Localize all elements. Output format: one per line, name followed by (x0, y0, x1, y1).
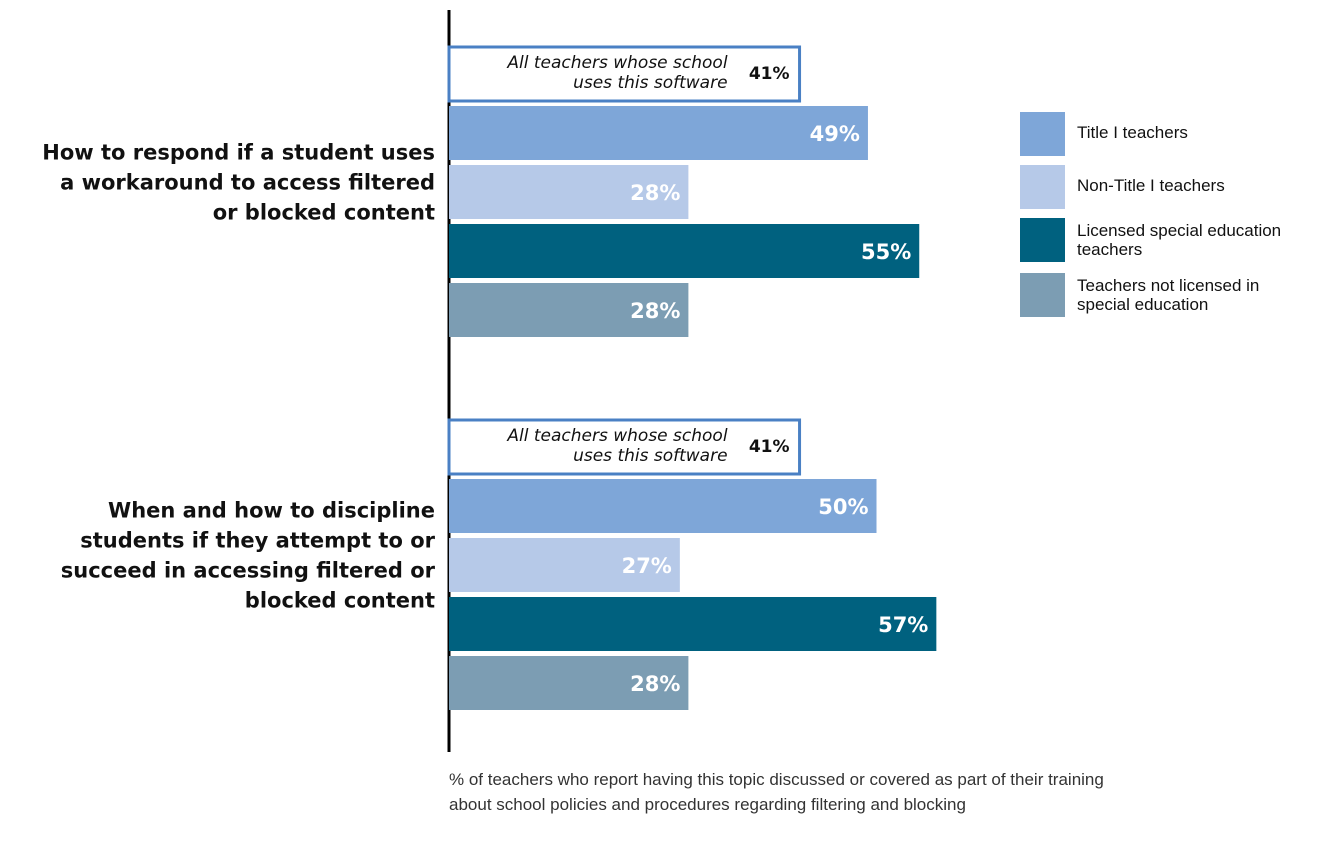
legend-swatch (1020, 218, 1065, 262)
bar-value-label: 28% (630, 672, 680, 696)
bar (449, 165, 689, 219)
bar (449, 283, 689, 337)
legend-label: Licensed special education (1077, 221, 1281, 240)
bar-value-label: 27% (622, 554, 672, 578)
category-label: succeed in accessing filtered or (61, 559, 436, 583)
category-label: a workaround to access filtered (60, 171, 435, 195)
legend-swatch (1020, 165, 1065, 209)
bar (449, 538, 680, 592)
overall-box-label: uses this software (573, 73, 727, 93)
overall-box-label: All teachers whose school (506, 53, 727, 73)
overall-box-label: All teachers whose school (506, 426, 727, 446)
bar-value-label: 49% (810, 122, 860, 146)
legend-swatch (1020, 112, 1065, 156)
overall-box (447, 418, 802, 476)
bar-value-label: 28% (630, 181, 680, 205)
bar-value-label: 57% (878, 613, 928, 637)
legend-swatch (1020, 273, 1065, 317)
bar (449, 224, 920, 278)
bar-value-label: 28% (630, 299, 680, 323)
category-label: blocked content (245, 589, 435, 613)
category-label: students if they attempt to or (80, 529, 435, 553)
overall-box (447, 45, 802, 103)
bar-value-label: 50% (818, 495, 868, 519)
overall-box-label: uses this software (573, 446, 727, 466)
bar (449, 106, 868, 160)
legend-label: teachers (1077, 240, 1142, 259)
legend-label: Teachers not licensed in (1077, 276, 1259, 295)
bar (449, 656, 689, 710)
legend-label: Title I teachers (1077, 123, 1188, 142)
overall-value-label: 41% (749, 64, 790, 84)
category-label: or blocked content (213, 201, 435, 225)
chart-note: % of teachers who report having this top… (449, 770, 1104, 814)
legend-label: special education (1077, 295, 1208, 314)
category-label: When and how to discipline (108, 499, 435, 523)
category-label: How to respond if a student uses (42, 141, 435, 165)
legend-label: Non-Title I teachers (1077, 176, 1225, 195)
overall-value-label: 41% (749, 437, 790, 457)
bar (449, 597, 937, 651)
bar (449, 479, 877, 533)
bar-value-label: 55% (861, 240, 911, 264)
